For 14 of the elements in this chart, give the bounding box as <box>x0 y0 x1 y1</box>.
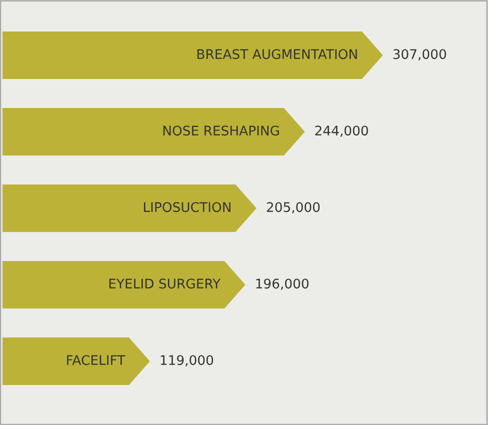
data-label: 196,000 <box>256 278 309 290</box>
y-tick-label: NOSE RESHAPING <box>163 126 279 136</box>
bar <box>2 32 383 79</box>
y-tick-label: LIPOSUCTION <box>144 202 230 212</box>
data-label: 307,000 <box>393 49 446 60</box>
data-label: 205,000 <box>266 202 320 214</box>
y-tick-label: BREAST AUGMENTATION <box>197 49 357 60</box>
y-tick-label: EYELID SURGERY <box>109 278 221 289</box>
bar <box>2 261 246 308</box>
y-tick-label: FACELIFT <box>67 355 126 366</box>
bar <box>2 108 305 156</box>
data-label: 244,000 <box>315 126 368 137</box>
bar <box>2 184 256 232</box>
data-label: 119,000 <box>160 355 214 366</box>
